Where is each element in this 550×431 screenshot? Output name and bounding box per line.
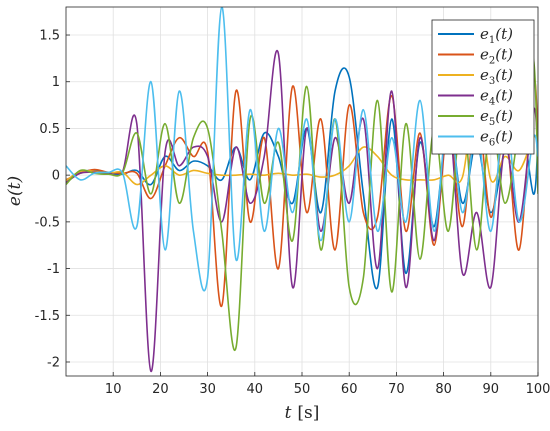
legend-label-suffix: (t) [495,128,513,146]
y-tick-label: 1.5 [39,29,60,44]
legend-label-1: e1(t) [480,25,513,46]
y-tick-label: 1 [52,75,60,90]
y-tick-label: -2 [47,355,60,370]
legend-label-subscript: 2 [489,56,495,67]
y-tick-label: -1.5 [35,309,60,324]
legend-label-base: e [480,128,489,146]
series-line-4 [66,49,538,373]
legend-label-2: e2(t) [480,46,513,67]
x-tick-label: 80 [435,382,452,397]
x-tick-label: 20 [152,382,169,397]
legend-label-base: e [480,66,489,84]
x-tick-label: 70 [388,382,405,397]
legend-label-base: e [480,87,489,105]
x-axis-title: t [s] [285,403,320,423]
x-tick-label: 100 [526,382,550,397]
y-tick-label: -0.5 [35,215,60,230]
x-tick-label: 50 [294,382,311,397]
y-tick-label: 0 [52,169,60,184]
x-tick-label: 30 [199,382,216,397]
legend-label-subscript: 5 [489,117,495,128]
x-tick-label: 40 [247,382,264,397]
y-tick-label: -1 [47,262,60,277]
legend-label-subscript: 3 [489,76,495,87]
legend-label-suffix: (t) [495,25,513,43]
legend-items: e1(t)e2(t)e3(t)e4(t)e5(t)e6(t) [438,25,513,149]
x-axis-unit: [s] [297,403,319,423]
x-tick-label: 10 [105,382,122,397]
y-axis-ticks: -2 -1.5 -1 -0.5 0 0.5 1 1.5 [35,29,70,370]
x-tick-label: 90 [483,382,500,397]
legend: e1(t)e2(t)e3(t)e4(t)e5(t)e6(t) [431,19,535,155]
y-tick-label: 0.5 [39,122,60,137]
legend-label-suffix: (t) [495,66,513,84]
x-axis-variable: t [285,403,292,423]
legend-label-4: e4(t) [480,87,513,108]
legend-label-base: e [480,25,489,43]
series-line-6 [66,7,538,292]
legend-label-suffix: (t) [495,87,513,105]
legend-label-3: e3(t) [480,66,513,87]
y-axis-title: e(t) [5,176,25,206]
legend-label-suffix: (t) [495,46,513,64]
legend-label-subscript: 6 [489,138,495,149]
legend-box [431,19,535,155]
x-tick-label: 60 [341,382,358,397]
legend-label-subscript: 1 [489,35,495,46]
legend-label-suffix: (t) [495,107,513,125]
legend-label-base: e [480,107,489,125]
legend-label-subscript: 4 [489,97,495,108]
x-axis-ticks: 10 20 30 40 50 60 70 80 90 100 [105,372,550,397]
legend-label-5: e5(t) [480,107,513,128]
legend-label-base: e [480,46,489,64]
legend-label-6: e6(t) [480,128,513,149]
